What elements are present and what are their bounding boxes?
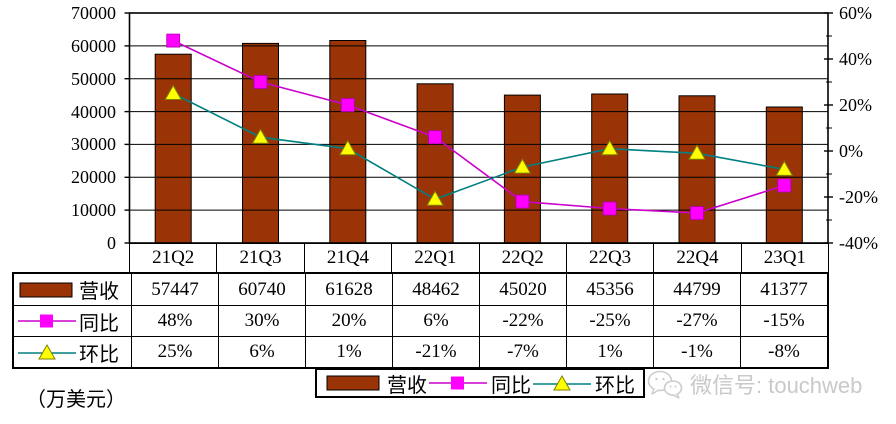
x-axis-category-row: 21Q2 21Q3 21Q4 22Q1 22Q2 22Q3 22Q4 23Q1	[129, 243, 829, 273]
qoq-marker	[426, 190, 444, 206]
yoy-marker	[515, 194, 530, 209]
legend-label: 营收	[387, 374, 427, 397]
revenue-bar	[765, 106, 803, 244]
table-value-cell: 1%	[305, 336, 392, 367]
x-axis-category-label: 21Q3	[216, 244, 303, 272]
left-axis-tick-label: 0	[107, 233, 116, 253]
x-axis-category-label: 21Q4	[303, 244, 391, 272]
revenue-bar	[154, 53, 192, 244]
legend-item: 同比	[429, 369, 531, 398]
qoq-marker	[600, 139, 619, 156]
qoq-marker	[164, 84, 183, 100]
revenue-bar	[678, 95, 716, 244]
x-axis-category-label: 22Q1	[391, 244, 478, 272]
table-value-cell: 57447	[131, 274, 218, 305]
table-value-cell: -25%	[566, 305, 653, 336]
yoy-marker	[777, 178, 792, 193]
table-value-cell: 60740	[218, 274, 305, 305]
table-value-cell: -27%	[653, 305, 740, 336]
watermark: 微信号: touchweb	[646, 366, 862, 402]
x-axis-category-label: 22Q2	[478, 244, 566, 272]
table-value-cell: 48462	[392, 274, 479, 305]
left-axis-tick-label: 60000	[71, 36, 116, 56]
table-row-label: 营收	[79, 281, 119, 303]
unit-footnote: （万美元）	[26, 389, 126, 411]
left-axis-tick-label: 70000	[71, 3, 116, 23]
data-table: 营收 57447 60740 61628 48462 45020 45356 44799 413…	[12, 272, 829, 369]
table-row-key: 环比	[14, 336, 131, 367]
qoq-line	[172, 92, 785, 201]
table-value-cell: 1%	[566, 336, 653, 367]
legend-label: 环比	[595, 374, 635, 397]
x-axis-category-label: 23Q1	[740, 244, 828, 272]
table-value-cell: 41377	[740, 274, 827, 305]
x-axis-category-label: 21Q2	[152, 247, 195, 268]
table-value-cell: 44799	[653, 274, 740, 305]
qoq-marker	[688, 144, 706, 160]
table-row-key: 营收	[14, 274, 131, 305]
table-value-cell: -21%	[392, 336, 479, 367]
table-value-cell: 45020	[479, 274, 566, 305]
revenue-key-icon	[326, 375, 380, 391]
qoq-marker	[775, 160, 794, 176]
qoq-key-icon	[533, 374, 591, 391]
table-value-cell: 6%	[392, 305, 479, 336]
left-axis-tick-label: 10000	[71, 200, 116, 220]
right-axis-tick-label: 60%	[839, 3, 872, 23]
right-axis-tick-label: 0%	[839, 141, 863, 161]
table-value-cell: -22%	[479, 305, 566, 336]
left-axis-tick-label: 50000	[71, 69, 116, 89]
table-row-key: 同比	[14, 305, 131, 336]
left-axis-tick-label: 30000	[71, 134, 116, 154]
revenue-bar	[591, 93, 629, 244]
right-axis-tick-label: 20%	[839, 95, 872, 115]
table-row-label: 同比	[79, 312, 119, 335]
plot-border	[128, 12, 829, 244]
left-axis-tick-label: 40000	[71, 102, 116, 122]
yoy-marker	[253, 75, 268, 89]
yoy-key-icon	[429, 376, 487, 390]
yoy-key-icon	[18, 314, 76, 328]
revenue-bar	[416, 83, 454, 244]
table-value-cell: 48%	[131, 305, 218, 336]
table-value-cell: 20%	[305, 305, 392, 336]
table-value-cell: -15%	[740, 305, 827, 336]
table-row-label: 环比	[79, 343, 119, 366]
table-value-cell: -7%	[479, 336, 566, 367]
yoy-marker	[602, 201, 617, 216]
legend-item: 环比	[533, 369, 635, 398]
qoq-marker	[513, 158, 532, 174]
x-axis-category-label: 22Q3	[565, 244, 653, 272]
yoy-marker	[428, 130, 443, 145]
x-axis-category-label: 22Q4	[653, 244, 740, 272]
qoq-key-icon	[18, 343, 76, 360]
left-axis-tick-label: 20000	[71, 167, 116, 187]
yoy-marker	[166, 33, 181, 48]
legend-item: 营收	[325, 369, 427, 398]
right-axis-tick-label: 40%	[839, 49, 872, 69]
yoy-marker	[340, 98, 355, 112]
wechat-icon	[647, 370, 683, 399]
watermark-text: 微信号: touchweb	[690, 373, 863, 398]
table-value-cell: 30%	[218, 305, 305, 336]
yoy-marker	[690, 206, 704, 221]
table-value-cell: -8%	[740, 336, 827, 367]
right-axis-tick-label: -40%	[839, 233, 878, 253]
table-value-cell: 25%	[131, 336, 218, 367]
legend-label: 同比	[491, 374, 531, 397]
table-value-cell: 45356	[566, 274, 653, 305]
qoq-marker	[338, 139, 357, 156]
table-value-cell: -1%	[653, 336, 740, 367]
table-value-cell: 61628	[305, 274, 392, 305]
qoq-marker	[251, 128, 270, 144]
chart-legend: 营收 同比 环比	[315, 368, 645, 398]
yoy-line	[172, 39, 785, 214]
right-axis-tick-label: -20%	[839, 187, 878, 207]
revenue-key-icon	[19, 282, 73, 297]
table-value-cell: 6%	[218, 336, 305, 367]
